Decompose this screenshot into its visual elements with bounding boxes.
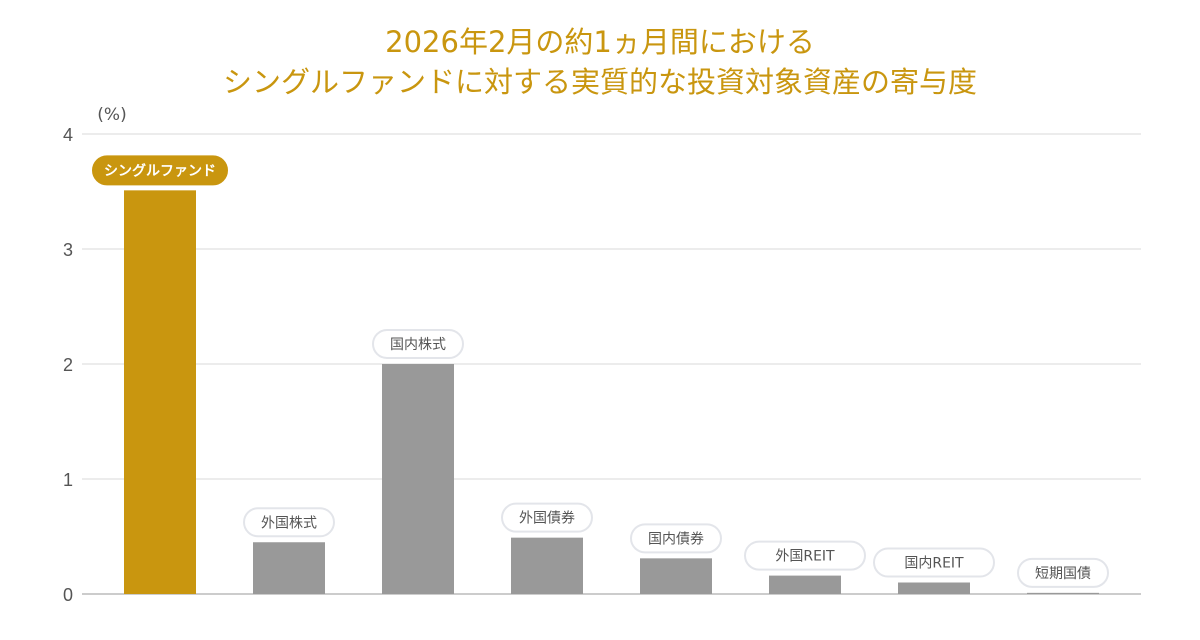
- title-line-1: 2026年2月の約1ヵ月間における: [385, 25, 815, 59]
- bar-label-pill: [92, 155, 228, 186]
- bar-label-pill: [744, 540, 866, 571]
- y-tick-label: 0: [63, 585, 73, 605]
- bar: [382, 364, 454, 594]
- bar: [1027, 592, 1099, 594]
- bar-category-label: 外国株式: [261, 515, 317, 531]
- bar: [511, 537, 583, 594]
- bar-label-pill: [243, 507, 335, 538]
- title-line-2: シングルファンドに対する実質的な投資対象資産の寄与度: [222, 65, 977, 99]
- bar: [124, 190, 196, 594]
- bar-label-pill: [1017, 557, 1109, 588]
- y-tick-label: 1: [63, 470, 73, 490]
- bar-label-pill: [372, 329, 464, 359]
- bar-category-label: シングルファンド: [104, 162, 216, 179]
- bar-category-label: 外国REIT: [775, 549, 835, 565]
- y-axis-unit: (%): [97, 105, 126, 125]
- bar-category-label: 外国債券: [519, 511, 575, 527]
- y-tick-label: 3: [63, 240, 73, 260]
- bar: [898, 582, 970, 594]
- bar-label-pill: [501, 502, 593, 533]
- bar: [253, 542, 325, 594]
- bar-category-label: 短期国債: [1035, 566, 1091, 582]
- bar-label-pill: [630, 523, 722, 554]
- chart-title: 2026年2月の約1ヵ月間における シングルファンドに対する実質的な投資対象資産…: [0, 22, 1200, 102]
- y-tick-label: 4: [63, 125, 73, 145]
- bar-label-pill: [873, 547, 995, 578]
- bar: [769, 575, 841, 594]
- bar-category-label: 国内REIT: [904, 556, 964, 572]
- bar-category-label: 国内債券: [648, 531, 704, 547]
- bar-category-label: 国内株式: [390, 337, 446, 353]
- y-tick-label: 2: [63, 355, 73, 375]
- bar: [640, 558, 712, 594]
